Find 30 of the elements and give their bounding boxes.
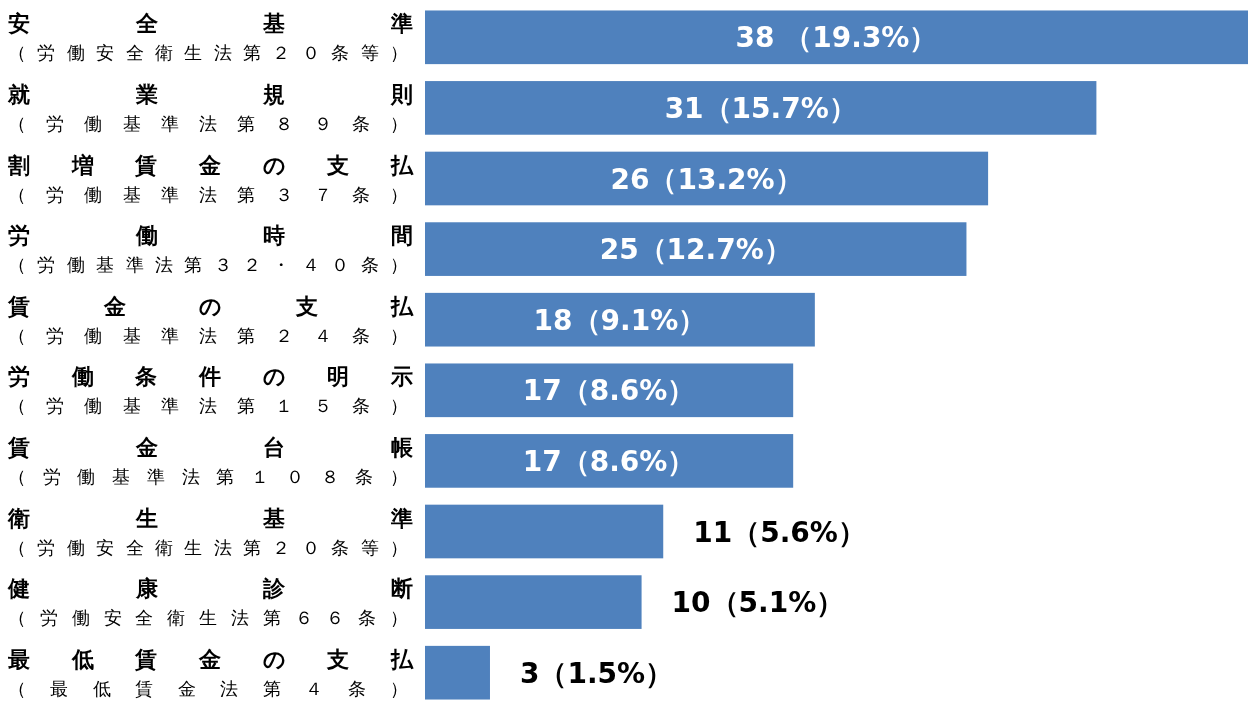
y-tick-label: 安全基準（労働安全衛生法第２０条等）	[8, 11, 413, 64]
y-tick-label: 賃金の支払（労働基準法第２４条）	[7, 293, 414, 346]
bar	[425, 151, 989, 206]
data-label: 10（5.1%）	[671, 586, 845, 620]
bar	[425, 645, 490, 700]
bar	[425, 292, 815, 347]
y-tick-label: 衛生基準（労働安全衛生法第２０条等）	[7, 505, 413, 558]
data-label: 25（12.7%）	[599, 233, 792, 267]
bar	[425, 504, 664, 559]
y-tick-label: 健康診断（労働安全衛生法第６６条）	[7, 576, 413, 629]
data-label: 18（9.1%）	[533, 303, 707, 337]
y-tick-label: 就業規則（労働基準法第８９条）	[7, 82, 413, 135]
data-label: 31（15.7%）	[664, 91, 857, 125]
y-tick-label: 労働時間（労働基準法第３２・４０条）	[8, 223, 413, 276]
bar	[425, 81, 1097, 135]
y-tick-label: 労働条件の明示（労働基準法第１５条）	[8, 364, 413, 417]
data-label: 3（1.5%）	[519, 656, 674, 690]
data-label: 38 （19.3%）	[735, 21, 938, 55]
data-label: 17（8.6%）	[522, 444, 696, 478]
data-label: 26（13.2%）	[610, 162, 803, 196]
bar	[425, 10, 1248, 65]
bar	[425, 222, 967, 276]
bar	[425, 575, 642, 629]
data-label: 17（8.6%）	[522, 374, 696, 408]
bar	[425, 363, 794, 418]
bar	[425, 434, 794, 488]
y-tick-label: 賃金台帳（労働基準法第１０８条）	[7, 435, 414, 488]
data-label: 11（5.6%）	[693, 515, 866, 549]
y-tick-label: 割増賃金の支払（労働基準法第３７条）	[7, 152, 414, 205]
y-tick-label: 最低賃金の支払（最低賃金法第４条）	[7, 646, 414, 699]
